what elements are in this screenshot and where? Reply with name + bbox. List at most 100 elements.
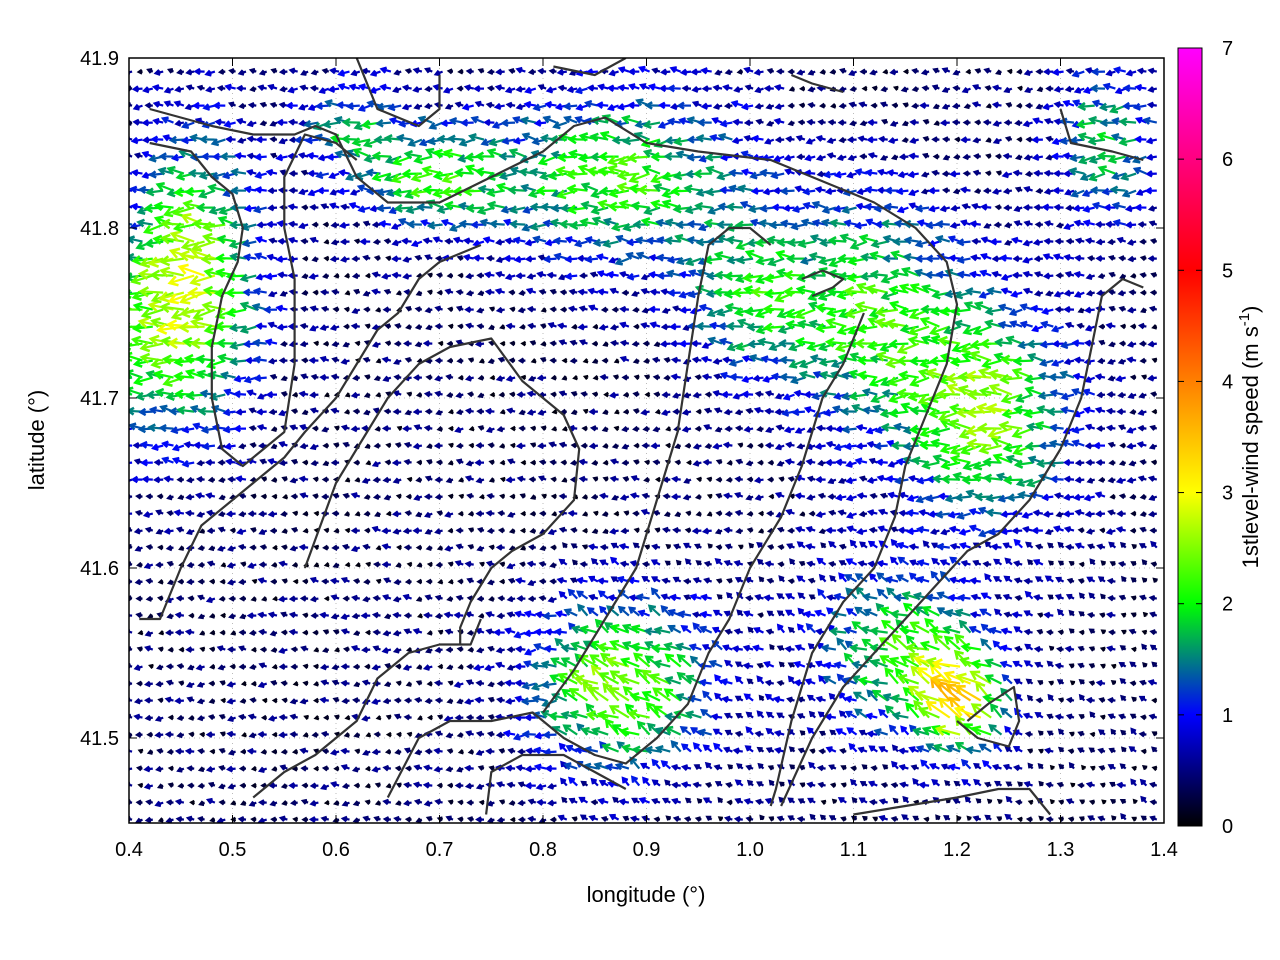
wind-vector [146,749,154,755]
wind-vector [477,613,485,619]
wind-vector [703,560,712,568]
wind-vector [641,576,651,583]
wind-vector [1023,154,1033,161]
wind-vector [460,118,474,127]
wind-vector [553,627,567,636]
wind-vector [509,219,526,229]
wind-vector [1129,409,1137,415]
wind-vector [997,303,1013,312]
x-tick-label: 1.4 [1150,839,1178,861]
wind-vector [1036,612,1044,618]
wind-vector [1002,593,1013,601]
wind-vector [641,164,661,175]
wind-vector [694,494,702,500]
wind-vector [197,189,216,199]
wind-vector [354,477,361,483]
x-tick-label: 0.7 [426,839,454,861]
wind-vector [764,693,775,702]
wind-vector [965,406,992,419]
wind-vector [1105,69,1116,77]
wind-vector [287,118,298,126]
wind-vector [826,137,837,144]
wind-vector [440,119,454,128]
wind-vector [1128,746,1137,753]
wind-vector [129,172,133,175]
wind-vector [985,286,1002,296]
wind-vector [1137,322,1147,330]
wind-vector [827,119,836,126]
wind-vector [1108,629,1116,636]
wind-vector [837,797,847,804]
colorbar-tick-label: 2 [1222,594,1233,616]
wind-vector [552,121,568,130]
wind-vector [1056,781,1064,788]
wind-vector [979,269,992,277]
wind-vector [635,593,650,602]
wind-vector [142,511,154,519]
wind-vector [135,612,143,619]
wind-vector [178,646,185,653]
wind-vector [323,255,330,262]
wind-vector [608,256,619,264]
wind-vector [234,152,247,160]
wind-vector [571,559,578,566]
wind-vector [556,576,568,584]
wind-vector [456,85,464,92]
wind-vector [350,492,361,499]
wind-vector [1106,577,1116,585]
wind-vector [932,153,940,160]
wind-vector [527,798,537,805]
wind-vector [881,389,899,398]
wind-vector [722,441,733,449]
wind-vector [129,628,133,634]
wind-vector [524,782,536,790]
wind-vector [1041,493,1054,502]
wind-vector [265,220,278,228]
wind-vector [601,357,609,364]
wind-vector [1139,357,1147,364]
wind-vector [882,69,889,75]
wind-vector [309,782,319,790]
wind-vector [323,595,330,602]
wind-vector [1117,560,1126,568]
wind-vector [516,475,526,483]
terrain-contour [553,58,627,77]
wind-vector [579,625,599,635]
wind-vector [475,816,485,823]
wind-vector [799,730,806,736]
wind-vector [384,340,392,347]
wind-vector [476,272,485,279]
wind-vector [453,611,464,619]
wind-vector [745,764,754,771]
wind-vector [228,613,236,620]
wind-vector [683,816,692,823]
wind-vector [965,68,972,75]
wind-vector [808,594,816,600]
wind-vector [542,255,557,264]
wind-vector [679,68,692,76]
wind-vector [392,647,402,654]
wind-vector [1098,102,1116,112]
wind-vector [458,493,465,500]
wind-vector [1115,477,1126,485]
wind-vector [446,68,454,75]
wind-vector [803,390,816,399]
wind-vector [186,696,195,703]
wind-vector [1139,272,1147,279]
wind-vector [741,355,754,363]
wind-vector [708,659,723,668]
wind-vector [537,155,557,166]
wind-vector [309,85,319,92]
wind-vector [423,493,433,500]
wind-vector [437,663,444,670]
wind-vector [667,288,681,297]
wind-vector [434,528,443,535]
wind-vector [637,65,651,73]
wind-vector [1004,135,1013,142]
wind-vector [269,120,278,127]
wind-vector [285,101,298,110]
wind-vector [331,356,340,363]
wind-vector [502,729,516,738]
wind-vector [619,305,629,313]
wind-vector [979,253,992,260]
